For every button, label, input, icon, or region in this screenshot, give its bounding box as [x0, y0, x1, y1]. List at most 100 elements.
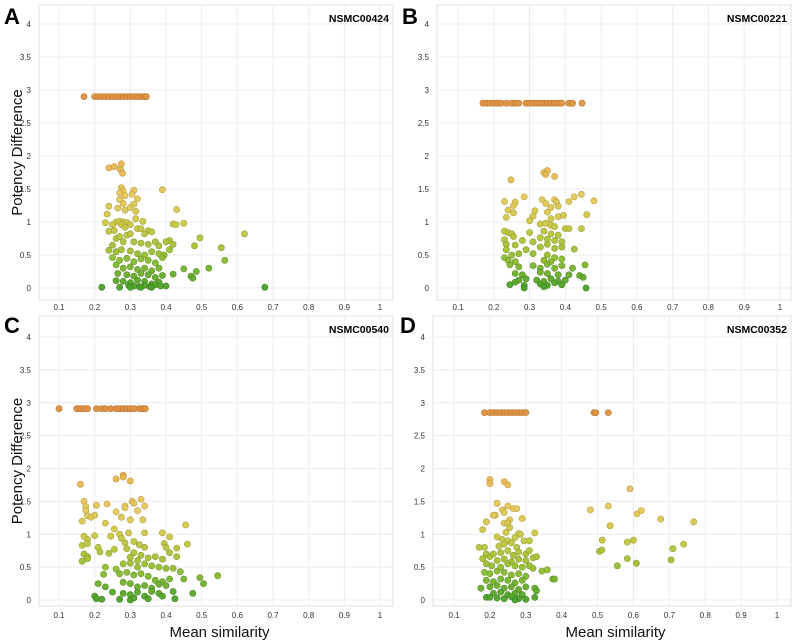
y-tick-label: 3.5: [20, 366, 32, 375]
data-point: [116, 233, 123, 240]
x-tick-label: 0.8: [700, 611, 712, 620]
data-point: [690, 518, 698, 526]
x-tick-label: 0.6: [628, 611, 640, 620]
y-tick-label: 1: [425, 218, 430, 227]
data-point: [582, 284, 590, 292]
data-point: [169, 240, 177, 248]
data-point: [554, 202, 562, 210]
data-point: [134, 563, 141, 571]
data-point: [518, 515, 526, 522]
data-point: [241, 230, 248, 238]
data-point: [481, 544, 488, 551]
data-point: [547, 215, 555, 223]
data-point: [554, 271, 562, 279]
data-point: [587, 506, 594, 514]
data-point: [126, 580, 134, 587]
data-point: [134, 588, 141, 596]
data-point: [119, 590, 127, 597]
data-point: [544, 270, 551, 277]
data-point: [533, 587, 540, 595]
data-point: [137, 283, 145, 291]
data-point: [522, 409, 530, 416]
data-point: [144, 240, 152, 248]
data-point: [547, 230, 555, 238]
x-tick-label: 0.4: [160, 303, 172, 312]
data-point: [114, 270, 122, 277]
data-point: [507, 176, 515, 184]
x-tick-label: 0.8: [703, 303, 715, 312]
data-point: [536, 243, 544, 251]
data-point: [551, 223, 558, 230]
data-point: [526, 547, 533, 555]
panel-c: 0.1 0.2 0.3 0.4 0.5 0.6 0.7 0.8 0.9 1 0 0.5 1 1.5 2 2.5…: [4, 313, 394, 641]
data-point: [637, 507, 645, 514]
data-point: [155, 264, 163, 272]
data-point: [130, 549, 138, 557]
data-point: [134, 557, 141, 564]
data-point: [482, 518, 490, 526]
data-point: [182, 521, 189, 529]
data-point: [531, 529, 539, 537]
data-point: [493, 499, 501, 507]
data-point: [569, 99, 576, 107]
data-point: [493, 533, 501, 541]
data-point: [598, 536, 606, 544]
data-point: [592, 409, 600, 416]
data-point: [669, 545, 677, 553]
y-tick-label: 2.5: [20, 432, 32, 441]
data-point: [148, 562, 156, 570]
data-point: [119, 578, 127, 586]
data-point: [155, 580, 163, 588]
y-tick-label: 0.5: [414, 563, 426, 572]
data-point: [93, 501, 100, 509]
data-point: [680, 540, 688, 548]
data-point: [116, 256, 123, 264]
data-point: [511, 241, 519, 249]
x-tick-label: 0.5: [596, 303, 608, 312]
data-point: [134, 507, 141, 514]
data-point: [158, 272, 166, 279]
data-point: [162, 238, 170, 246]
data-point: [119, 560, 127, 568]
data-point: [507, 571, 515, 579]
data-point: [501, 198, 508, 205]
data-point: [570, 193, 578, 201]
data-point: [130, 594, 138, 602]
data-point: [141, 502, 148, 510]
data-point: [137, 270, 145, 277]
x-tick-label: 0.9: [736, 611, 748, 620]
data-point: [598, 546, 606, 554]
data-point: [191, 242, 198, 250]
y-tick-label: 3.5: [418, 53, 430, 62]
data-point: [91, 532, 99, 539]
data-point: [109, 221, 116, 228]
data-point: [109, 254, 116, 261]
x-axis-label: Mean similarity: [169, 624, 270, 641]
data-point: [520, 284, 528, 292]
y-axis-label: Potency Difference: [9, 89, 26, 215]
data-point: [518, 576, 526, 584]
x-tick-label: 0.8: [303, 303, 315, 312]
data-point: [511, 534, 519, 541]
data-point: [522, 595, 530, 603]
x-tick-label: 0.2: [484, 611, 496, 620]
data-point: [183, 540, 191, 548]
data-point: [126, 247, 134, 255]
x-tick-label: 0.6: [631, 303, 643, 312]
panel-letter: A: [4, 4, 20, 29]
data-point: [493, 594, 501, 602]
data-point: [558, 99, 566, 107]
data-point: [102, 563, 109, 571]
data-point: [103, 500, 111, 508]
data-point: [84, 540, 91, 547]
data-point: [112, 261, 120, 269]
data-point: [529, 212, 537, 220]
data-point: [196, 234, 204, 242]
data-point: [130, 499, 138, 507]
x-tick-label: 0.7: [267, 303, 279, 312]
data-point: [504, 560, 512, 568]
data-point: [533, 553, 540, 560]
data-point: [486, 594, 494, 601]
data-point: [114, 204, 122, 212]
